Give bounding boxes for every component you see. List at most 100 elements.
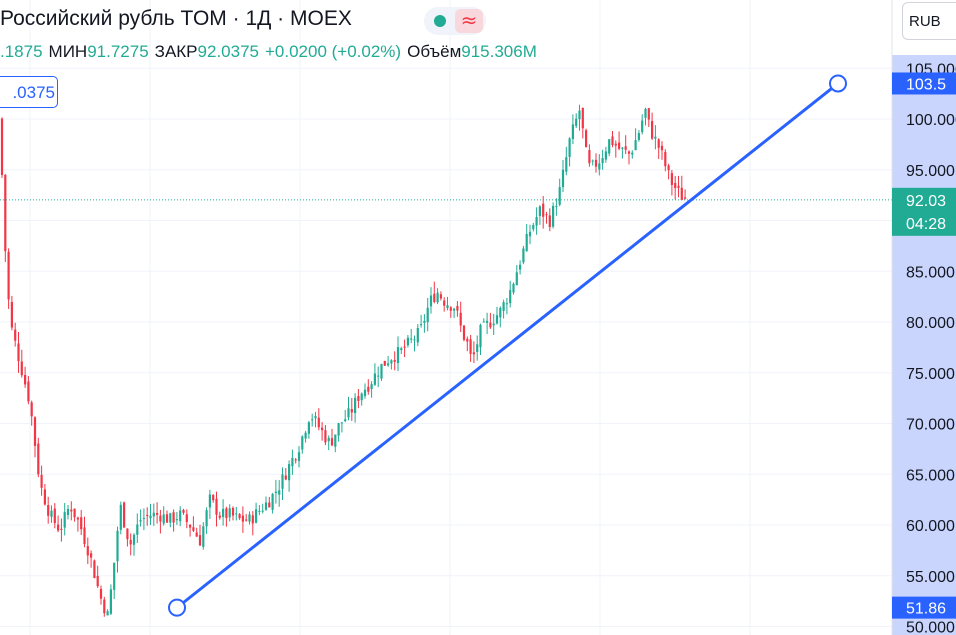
candle-body <box>674 183 677 189</box>
candle-body <box>525 233 528 252</box>
price-tick-label: 80.000 <box>906 315 955 332</box>
candle-body <box>119 504 122 530</box>
last-value-box[interactable]: .0375 <box>0 76 58 108</box>
candle-body <box>66 508 70 515</box>
candle-body <box>400 348 403 351</box>
candle-body <box>129 539 132 545</box>
trend-start-price-label: 51.86 <box>906 601 946 618</box>
candle-body <box>324 430 327 443</box>
candle-body <box>453 308 456 311</box>
candle-body <box>159 515 162 522</box>
candle-body <box>212 495 215 501</box>
candle-body <box>439 294 442 299</box>
candle-body <box>558 187 561 205</box>
candle-body <box>297 452 301 461</box>
candle-body <box>330 438 334 446</box>
chart-title: Российский рубль TOM · 1Д · MOEX <box>0 7 352 30</box>
candle-body <box>627 151 631 154</box>
candle-body <box>251 515 254 524</box>
low-value: 91.7275 <box>87 42 149 61</box>
candle-body <box>109 589 112 614</box>
candle-body <box>532 224 535 230</box>
candle-body <box>235 513 238 515</box>
candle-body <box>7 251 10 300</box>
candle-body <box>37 443 40 475</box>
price-tick-label: 75.000 <box>906 366 955 383</box>
candle-body <box>538 206 541 216</box>
close-value: 92.0375 <box>197 42 259 61</box>
trend-line-start-handle <box>168 598 186 617</box>
candle-body <box>519 264 522 270</box>
candle-body <box>281 474 284 489</box>
candle-body <box>156 513 159 515</box>
candle-body <box>631 152 634 155</box>
candle-body <box>86 546 89 556</box>
candle-body <box>63 512 66 528</box>
candle-body <box>103 599 106 614</box>
candle-body <box>647 108 650 120</box>
candle-body <box>76 517 79 520</box>
candle-body <box>637 133 640 140</box>
trend-line[interactable] <box>168 74 847 617</box>
candle-body <box>152 512 155 517</box>
candle-body <box>509 290 512 304</box>
candle-body <box>136 524 139 535</box>
candle-body <box>225 508 228 519</box>
candle-body <box>387 363 390 366</box>
candle-body <box>601 158 604 164</box>
candle-body <box>588 150 591 164</box>
candle-body <box>50 510 53 517</box>
candle-body <box>268 502 271 508</box>
candle-body <box>126 528 129 540</box>
candle-body <box>288 464 291 481</box>
candle-body <box>604 151 607 160</box>
current-price-tag-bg <box>892 187 956 236</box>
candle-body <box>83 527 86 545</box>
trend-end-price-label: 103.5 <box>906 76 946 93</box>
ohlc-legend: .1875 МИН91.7275 ЗАКР92.0375 +0.0200 (+0.02… <box>0 42 537 62</box>
candle-body <box>396 347 400 364</box>
approx-icon[interactable]: ≈ <box>455 9 483 33</box>
candle-body <box>436 292 439 303</box>
candle-body <box>231 507 235 516</box>
candle-body <box>482 321 485 323</box>
candle-body <box>116 530 119 562</box>
candle-body <box>162 514 165 524</box>
trend-line-segment <box>176 82 839 609</box>
candle-body <box>393 359 396 362</box>
candle-body <box>317 417 320 428</box>
candle-body <box>535 217 538 226</box>
trend-end-price-label-bg <box>892 72 956 95</box>
candle-body <box>581 107 584 129</box>
candle-body <box>528 231 532 237</box>
candle-body <box>205 510 208 527</box>
candle-body <box>175 519 178 521</box>
candle-body <box>466 338 469 342</box>
candle-body <box>578 110 581 120</box>
candle-body <box>565 157 568 172</box>
candle-body <box>179 510 182 522</box>
candle-body <box>350 408 353 413</box>
price-tick-label: 95.000 <box>906 163 955 180</box>
price-tick-label: 70.000 <box>906 417 955 434</box>
candle-body <box>43 489 46 505</box>
price-axis[interactable] <box>892 55 956 635</box>
candle-body <box>40 474 43 488</box>
candle-body <box>27 381 30 402</box>
candle-body <box>291 457 294 467</box>
candle-body <box>264 502 268 510</box>
close-label: ЗАКР <box>154 42 198 61</box>
candle-body <box>680 187 683 201</box>
candle-body <box>248 514 251 522</box>
candle-body <box>545 214 548 216</box>
candle-body <box>14 329 17 341</box>
candle-body <box>24 374 27 385</box>
candle-body <box>30 402 33 417</box>
candle-body <box>380 363 383 379</box>
currency-button[interactable]: RUB <box>902 2 956 40</box>
candle-body <box>132 534 136 545</box>
price-tick-label: 55.000 <box>906 569 955 586</box>
candle-body <box>123 502 126 528</box>
candle-body <box>113 562 116 590</box>
